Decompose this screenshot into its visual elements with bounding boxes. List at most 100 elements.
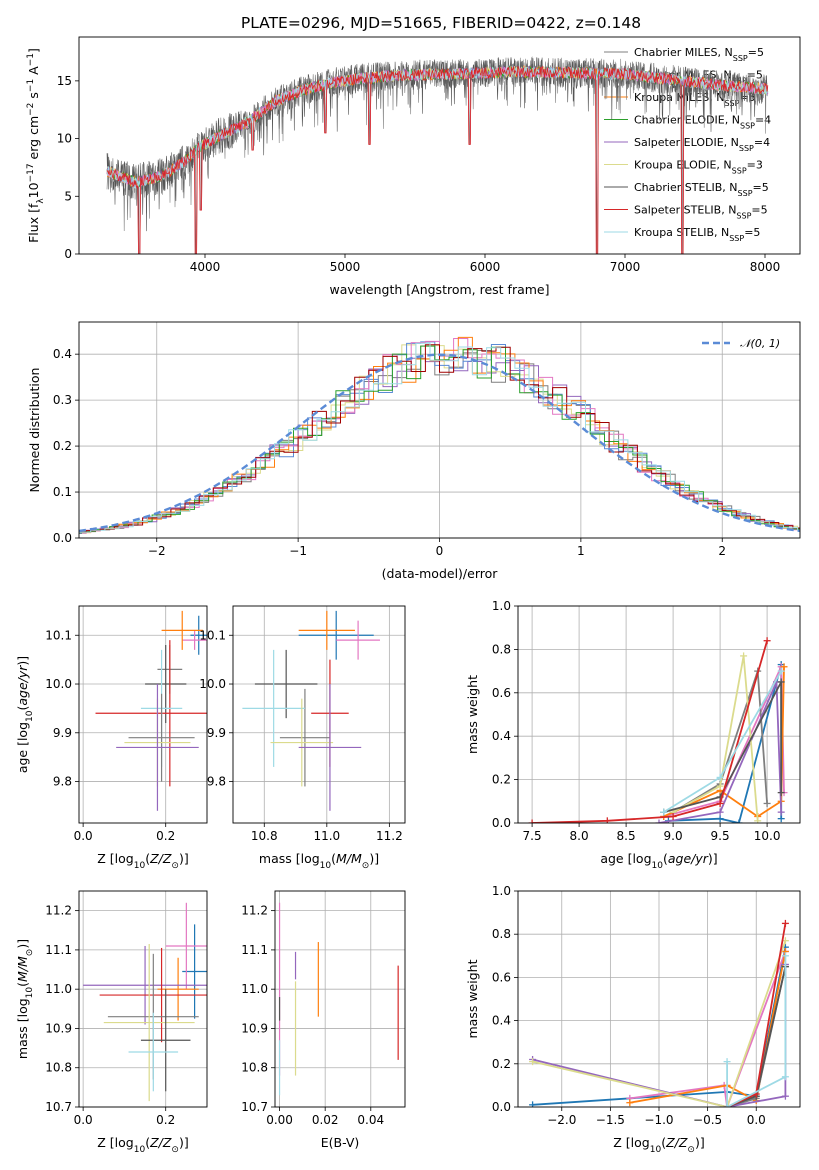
y-tick-label: 1.0 [492,599,511,613]
x-tick-label: 10.0 [754,829,781,843]
axes-frame [78,36,801,255]
x-tick-label: −1.5 [596,1113,625,1127]
age-vs-Z-panel: 0.0 0.2 9.8 9.9 10.0 10.1 Z [log10(Z/Z⊙)] age [… [15,605,208,871]
axes-frame [517,890,801,1108]
mass-weight-line [658,681,783,823]
y-tick-label: 0.4 [492,729,511,743]
y-axis-label: Flux [fλ10−17 erg cm−2 s−1 A−1] [26,48,46,243]
points [242,610,380,811]
x-tick-label: 0.04 [357,1113,384,1127]
axes-frame [517,605,801,824]
y-tick-label: 11.0 [241,982,268,996]
axes-frame [78,321,801,539]
x-tick-label: −2.0 [547,1113,576,1127]
y-tick-label: 10.8 [45,1061,72,1075]
y-axis-label: mass weight [465,959,480,1038]
y-tick-label: 15 [57,74,72,88]
spectrum-lines [106,56,769,254]
x-axis-label: E(B-V) [321,1135,360,1150]
y-axis-label: Normed distribution [27,368,42,493]
x-tick-label: 0.02 [312,1113,339,1127]
mass-weight-line [672,670,768,813]
y-tick-label: 10.9 [45,1021,72,1035]
axes-frame [274,890,406,1108]
x-axis-label: (data-model)/error [382,566,499,581]
mass-weight-line [629,951,787,1107]
y-tick-label: 10.1 [199,628,226,642]
y-tick-label: 0.3 [53,393,72,407]
mass-weight-line [726,955,787,1107]
massweight-vs-age-panel: 7.5 8.0 8.5 9.0 9.5 10.0 0.0 0.2 0.4 0.6 0.8 1.0 age… [465,599,801,871]
x-axis-label: wavelength [Angstrom, rest frame] [329,282,549,297]
y-tick-label: 10.1 [45,628,72,642]
axis-label: age [log10(age/yr)] [15,656,35,773]
y-tick-label: 11.0 [45,982,72,996]
y-tick-label: 0.0 [492,816,511,830]
y-tick-label: 0.6 [492,970,511,984]
mass-weight-line [532,940,787,1107]
x-tick-label: 1 [577,544,585,558]
x-tick-label: 8.0 [570,829,589,843]
y-tick-label: 0.2 [492,1057,511,1071]
x-tick-label: 0 [436,544,444,558]
x-tick-label: 8000 [750,260,781,274]
y-tick-label: 9.9 [207,726,226,740]
y-tick-label: 0.2 [53,439,72,453]
y-tick-label: 11.1 [45,943,72,957]
y-tick-label: 0.4 [53,347,72,361]
legend-label: Chabrier ELODIE, NSSP=4 [634,114,771,131]
x-tick-label: −1 [289,544,307,558]
legend-label: Salpeter STELIB, NSSP=5 [634,204,768,221]
x-tick-label: 10.8 [251,829,278,843]
x-tick-label: 2 [718,544,726,558]
y-tick-label: 0.8 [492,927,511,941]
spectrum-model-line [106,65,769,189]
x-tick-label: −2 [148,544,166,558]
y-tick-label: 11.2 [241,904,268,918]
points [95,610,207,811]
x-tick-label: 0.2 [156,1113,175,1127]
age-vs-mass-panel: 10.8 11.0 11.2 9.8 9.9 10.0 10.1 mass [log10(M/… [199,605,406,871]
points [278,902,399,1096]
mass-vs-Z-panel: 0.0 0.2 10.7 10.8 10.9 11.0 11.1 11.2 Z [log10(Z… [15,890,208,1155]
histogram-series [79,344,800,533]
y-tick-label: 9.9 [53,726,72,740]
x-tick-label: 0.2 [156,829,175,843]
normal-curve [79,353,800,533]
mass-vs-EBV-panel: 0.00 0.02 0.04 10.7 10.8 10.9 11.0 11.1 11.2 E(B-… [241,890,406,1150]
legend-label: Chabrier MILES, NSSP=5 [634,46,764,63]
figure-title: PLATE=0296, MJD=51665, FIBERID=0422, z=0… [241,14,641,32]
y-tick-label: 11.2 [45,904,72,918]
y-tick-label: 10.0 [45,677,72,691]
residuals-panel: −2 −1 0 1 2 0.0 0.1 0.2 0.3 0.4 (data-model)/error… [27,321,801,581]
x-tick-label: 4000 [190,260,221,274]
x-tick-label: 0.0 [74,829,93,843]
histogram-series [79,342,800,533]
y-tick-label: 0.2 [492,773,511,787]
axes-frame [232,605,406,824]
axis-label: Z [log10(Z/Z⊙)] [97,851,188,871]
mass-weight-line [663,681,783,813]
x-tick-label: 5000 [330,260,361,274]
y-tick-label: 10.7 [45,1100,72,1114]
spectrum-panel: 4000 5000 6000 7000 8000 0 5 10 15 wavelength [An… [26,36,801,297]
massweight-vs-Z-panel: −2.0 −1.5 −1.0 −0.5 0.0 0.0 0.2 0.4 0.6 0.8 1.0 Z [… [465,884,801,1155]
points [83,902,207,1102]
y-tick-label: 0.0 [53,531,72,545]
y-axis-label: mass weight [465,675,480,754]
x-tick-label: 9.5 [711,829,730,843]
normal-legend-label: 𝒩(0, 1) [740,337,780,350]
x-tick-label: 9.0 [664,829,683,843]
y-tick-label: 0.8 [492,642,511,656]
x-tick-label: 8.5 [617,829,636,843]
x-tick-label: 6000 [470,260,501,274]
x-tick-label: −1.0 [644,1113,673,1127]
y-tick-label: 10.9 [241,1021,268,1035]
x-tick-label: −0.5 [693,1113,722,1127]
axis-label: mass [log10(M/M⊙)] [259,851,379,871]
x-tick-label: 0.0 [747,1113,766,1127]
y-tick-label: 0.6 [492,686,511,700]
x-tick-label: 7.5 [523,829,542,843]
y-tick-label: 1.0 [492,884,511,898]
